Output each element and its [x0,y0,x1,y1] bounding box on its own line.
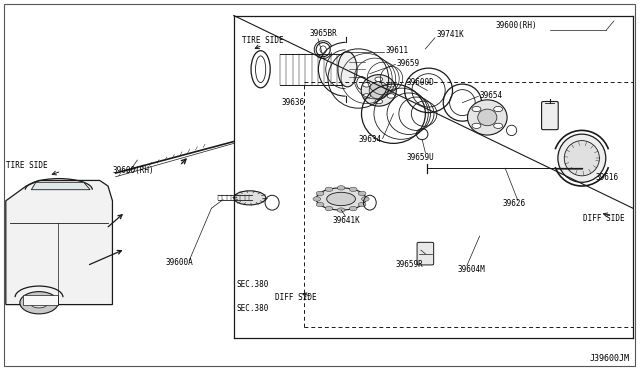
Text: SEC.380: SEC.380 [237,280,269,289]
Ellipse shape [369,81,388,99]
Polygon shape [6,180,113,305]
Circle shape [349,187,357,192]
FancyBboxPatch shape [417,242,434,265]
Text: 39616: 39616 [596,173,619,182]
Ellipse shape [467,100,507,135]
Circle shape [387,83,395,87]
Ellipse shape [477,109,497,126]
Text: 39611: 39611 [385,46,408,55]
Circle shape [358,191,366,196]
Circle shape [30,298,48,308]
Text: DIFF SIDE: DIFF SIDE [583,214,625,223]
FancyBboxPatch shape [541,102,558,130]
Text: SEC.380: SEC.380 [237,304,269,313]
Ellipse shape [316,188,366,210]
Ellipse shape [564,141,600,176]
Ellipse shape [234,191,266,205]
Circle shape [325,187,333,192]
Text: 39600(RH): 39600(RH) [113,166,154,175]
Text: 39659: 39659 [397,58,420,68]
Circle shape [20,292,58,314]
Text: 39604M: 39604M [458,265,485,274]
Circle shape [493,106,502,112]
Circle shape [493,123,502,128]
Text: 39600D: 39600D [406,78,434,87]
Circle shape [363,94,371,98]
Polygon shape [31,182,90,190]
Text: 39659U: 39659U [407,153,435,162]
Circle shape [358,202,366,207]
Ellipse shape [326,192,355,206]
Text: 39636: 39636 [282,98,305,107]
Circle shape [349,206,357,211]
Circle shape [472,106,481,112]
Circle shape [337,186,345,190]
Text: 39654: 39654 [479,91,503,100]
Circle shape [375,99,383,104]
Text: 39634: 39634 [358,135,381,144]
Ellipse shape [558,134,606,182]
Circle shape [337,208,345,212]
Text: TIRE SIDE: TIRE SIDE [242,36,284,45]
Circle shape [472,123,481,128]
Text: 39659R: 39659R [396,260,423,269]
Text: 39600(RH): 39600(RH) [495,22,537,31]
Text: 39626: 39626 [502,199,525,208]
Circle shape [363,83,371,87]
Text: J39600JM: J39600JM [589,354,630,363]
Circle shape [316,191,324,196]
Text: DIFF SIDE: DIFF SIDE [275,293,317,302]
FancyBboxPatch shape [23,295,58,305]
Circle shape [362,197,369,201]
Text: 39741K: 39741K [437,30,465,39]
Text: 39641K: 39641K [333,216,360,225]
Ellipse shape [361,75,396,106]
Circle shape [313,197,321,201]
Text: TIRE SIDE: TIRE SIDE [6,161,47,170]
Circle shape [387,94,395,98]
Circle shape [316,202,324,207]
Circle shape [375,77,383,81]
Text: 3965BR: 3965BR [309,29,337,38]
Circle shape [325,206,333,211]
Ellipse shape [338,52,357,87]
Text: 39600A: 39600A [166,257,193,267]
